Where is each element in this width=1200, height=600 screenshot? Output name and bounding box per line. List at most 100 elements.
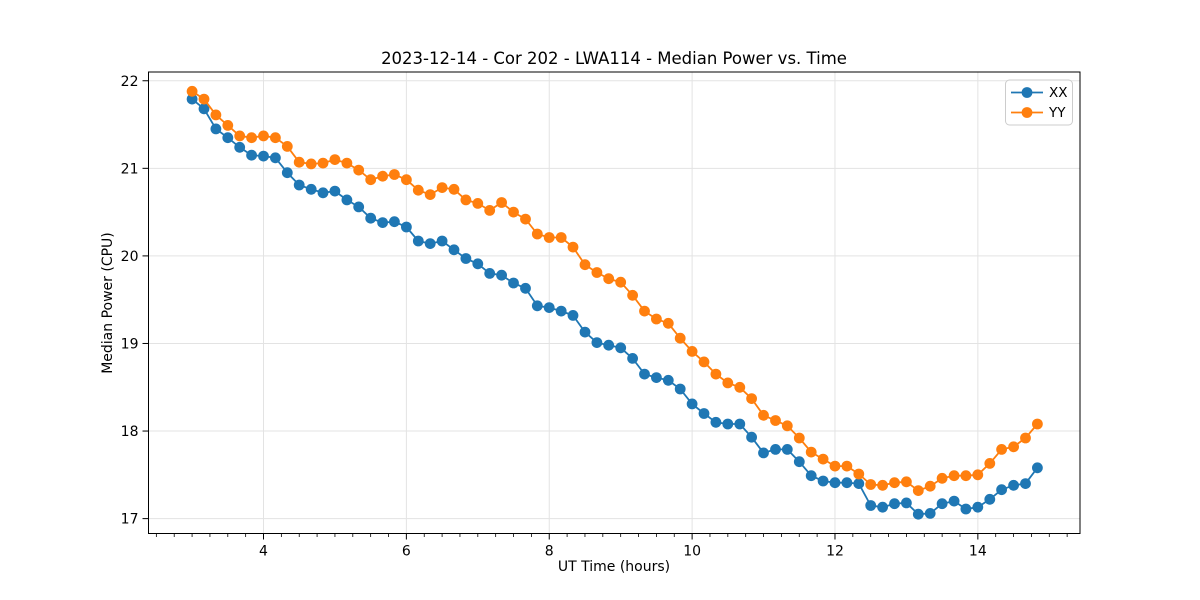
data-point: [329, 154, 341, 166]
data-point: [567, 310, 579, 321]
data-point: [722, 377, 734, 389]
data-point: [186, 93, 198, 105]
data-point: [984, 493, 996, 505]
data-point: [817, 453, 829, 465]
data-point: [270, 152, 281, 164]
plot-border: [148, 71, 1081, 534]
data-point: [841, 477, 853, 489]
data-point: [936, 472, 948, 484]
data-point: [901, 497, 912, 509]
data-point: [508, 206, 519, 218]
data-point: [472, 258, 484, 270]
data-point: [781, 444, 793, 455]
data-point: [722, 418, 734, 430]
data-point: [615, 276, 627, 288]
data-point: [472, 198, 484, 209]
data-point: [460, 253, 472, 264]
data-point: [246, 132, 257, 144]
data-point: [448, 183, 460, 195]
data-point: [496, 269, 507, 281]
data-point: [984, 458, 996, 469]
data-point: [686, 346, 698, 357]
x-axis: 4 6 8 10 12 14: [155, 533, 1068, 560]
legend-label-xx: XX: [1049, 85, 1068, 101]
series-yy-markers: [186, 85, 1043, 496]
data-point: [889, 477, 900, 489]
x-tick-label: 8: [545, 544, 554, 560]
data-point: [603, 339, 615, 351]
data-point: [424, 238, 436, 250]
data-point: [1032, 418, 1043, 430]
data-point: [317, 187, 329, 199]
data-point: [412, 235, 424, 247]
data-point: [603, 273, 615, 285]
data-point: [555, 305, 567, 317]
data-point: [1032, 462, 1043, 474]
data-point: [222, 132, 234, 144]
data-point: [281, 141, 293, 152]
data-point: [258, 130, 269, 142]
data-point: [520, 282, 531, 294]
data-point: [543, 302, 555, 313]
data-point: [508, 277, 519, 289]
data-point: [591, 267, 603, 278]
series-xx-markers: [186, 93, 1043, 520]
data-point: [639, 368, 650, 380]
data-point: [936, 498, 948, 510]
data-point: [829, 460, 841, 472]
data-point: [615, 342, 627, 354]
data-point: [484, 205, 496, 216]
data-point: [901, 476, 912, 488]
data-point: [555, 232, 567, 243]
data-point: [484, 268, 496, 279]
data-point: [651, 372, 662, 383]
data-point: [401, 174, 412, 186]
y-axis: 17 18 19 20 21 22: [121, 74, 149, 528]
data-point: [805, 446, 817, 458]
data-point: [412, 184, 424, 196]
data-point: [805, 470, 817, 482]
data-point: [270, 132, 281, 144]
data-point: [877, 501, 888, 513]
data-point: [186, 85, 198, 97]
data-point: [389, 216, 400, 228]
legend-marker-xx: [1021, 87, 1033, 98]
data-point: [424, 189, 436, 201]
data-point: [710, 416, 722, 428]
data-point: [234, 141, 246, 153]
data-point: [662, 374, 674, 386]
data-point: [353, 164, 365, 176]
data-point: [460, 194, 472, 206]
legend: XX YY: [1005, 79, 1073, 126]
data-point: [734, 418, 746, 430]
data-point: [210, 123, 222, 135]
data-point: [281, 167, 293, 179]
data-point: [865, 479, 877, 490]
data-point: [924, 480, 936, 492]
data-point: [567, 241, 579, 253]
data-point: [746, 393, 757, 404]
data-point: [377, 217, 388, 229]
data-point: [377, 170, 388, 182]
data-point: [436, 182, 448, 194]
data-point: [674, 332, 686, 344]
data-point: [698, 356, 710, 368]
data-point: [758, 447, 769, 459]
data-point: [972, 469, 984, 481]
x-tick-label: 4: [259, 544, 268, 560]
chart-title: 2023-12-14 - Cor 202 - LWA114 - Median P…: [381, 49, 847, 68]
data-point: [579, 326, 591, 338]
data-point: [912, 485, 924, 496]
data-point: [948, 470, 960, 482]
data-point: [877, 479, 888, 491]
data-point: [531, 228, 543, 240]
data-point: [770, 444, 781, 455]
data-point: [520, 213, 531, 225]
data-point: [996, 444, 1007, 455]
data-point: [639, 305, 650, 317]
data-point: [365, 174, 377, 186]
y-tick-label: 19: [121, 336, 139, 352]
data-point: [496, 197, 507, 208]
data-point: [210, 109, 222, 121]
data-point: [912, 508, 924, 520]
